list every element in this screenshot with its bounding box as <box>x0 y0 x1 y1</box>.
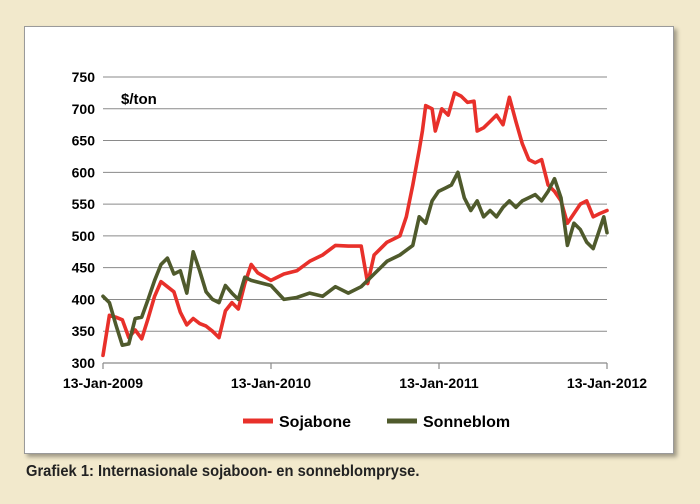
series-line-sojabone <box>101 91 609 358</box>
unit-label: $/ton <box>121 91 157 108</box>
y-tick-label: 400 <box>72 291 96 307</box>
y-tick-label: 650 <box>72 133 96 149</box>
series-line-sonneblom <box>101 170 609 347</box>
x-tick-label: 13-Jan-2011 <box>399 375 479 391</box>
axes: 300 350 400 450 500 550 600 650 700 750 13-Jan-200… <box>63 69 647 391</box>
y-tick-label: 550 <box>72 196 96 212</box>
y-tick-label: 450 <box>72 260 96 276</box>
x-tick-label: 13-Jan-2012 <box>567 375 647 391</box>
chart-frame: 300 350 400 450 500 550 600 650 700 750 13-Jan-200… <box>24 26 674 454</box>
y-tick-label: 700 <box>72 101 96 117</box>
y-tick-label: 300 <box>72 355 96 371</box>
series-lines <box>101 91 609 358</box>
line-chart: 300 350 400 450 500 550 600 650 700 750 13-Jan-200… <box>63 69 647 431</box>
x-tick-label: 13-Jan-2010 <box>231 375 311 391</box>
figure-caption: Grafiek 1: Internasionale sojaboon- en s… <box>26 463 420 480</box>
legend-label: Sonneblom <box>423 414 510 431</box>
y-tick-label: 500 <box>72 228 96 244</box>
y-tick-label: 750 <box>72 69 96 85</box>
legend-label: Sojabone <box>279 414 351 431</box>
x-tick-label: 13-Jan-2009 <box>63 375 143 391</box>
y-tick-label: 350 <box>72 323 96 339</box>
gridlines <box>103 76 607 332</box>
y-tick-label: 600 <box>72 164 96 180</box>
legend: Sojabone Sonneblom <box>243 414 510 431</box>
